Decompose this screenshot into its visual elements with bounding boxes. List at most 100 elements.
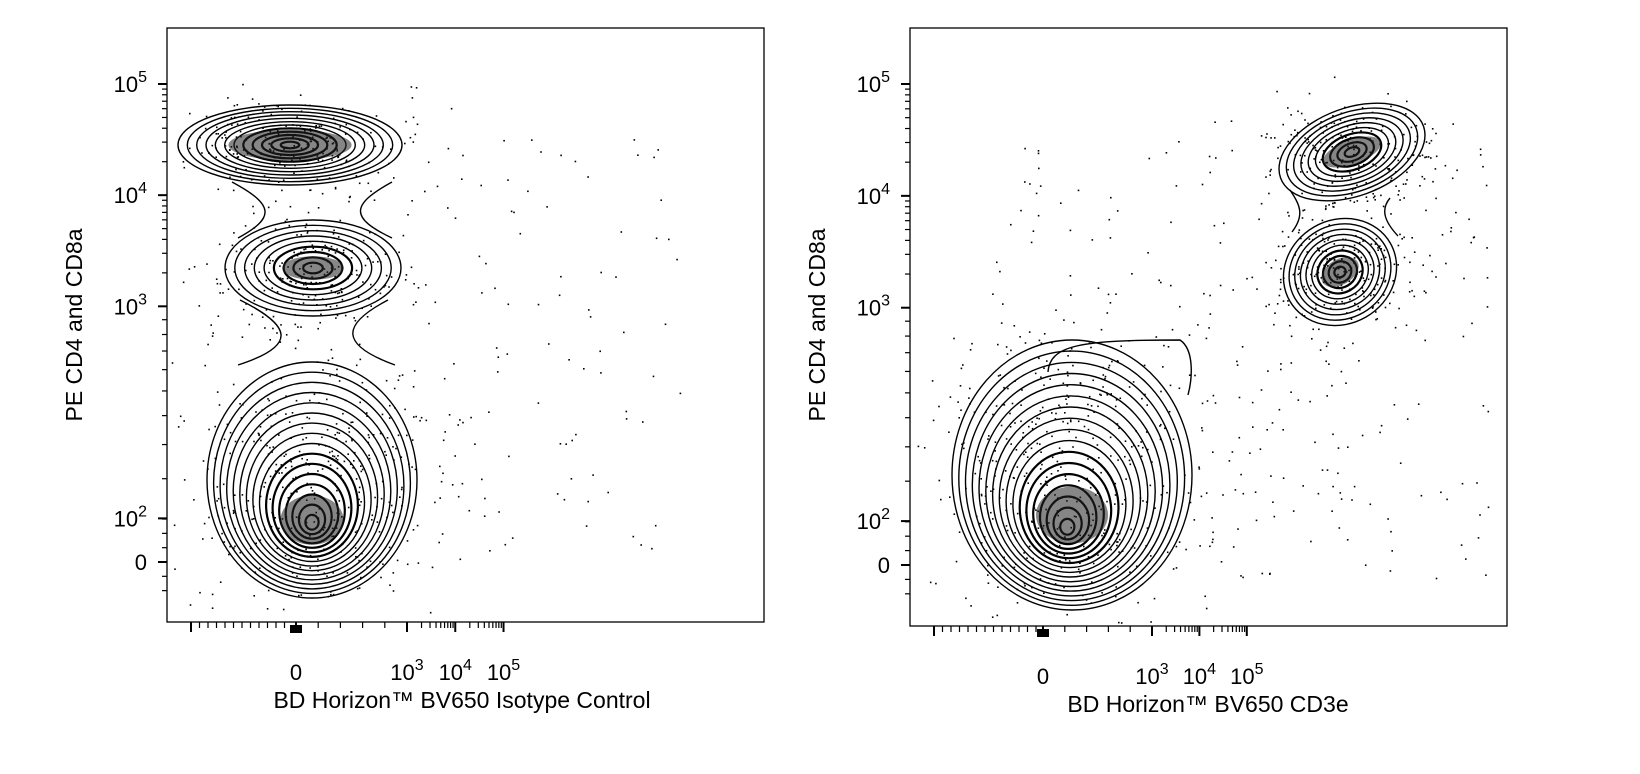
event-dot xyxy=(1479,514,1481,516)
event-dot xyxy=(377,171,380,174)
event-dot xyxy=(354,547,357,549)
event-dot xyxy=(1129,571,1131,573)
event-dot xyxy=(1337,447,1340,449)
event-dot xyxy=(434,501,436,504)
event-dot xyxy=(245,269,247,272)
event-dot xyxy=(258,271,261,273)
event-dot xyxy=(1420,494,1423,497)
event-dot xyxy=(334,434,336,436)
y-tick-label: 104 xyxy=(857,181,890,209)
population-contour-1 xyxy=(1278,102,1426,202)
event-dot xyxy=(1041,406,1044,409)
event-dot xyxy=(1070,347,1073,350)
event-dot xyxy=(1201,427,1203,429)
event-dot xyxy=(1326,258,1328,260)
event-dot xyxy=(316,178,319,181)
event-dot xyxy=(410,86,413,88)
event-dot xyxy=(289,205,292,208)
event-dot xyxy=(1363,279,1366,282)
event-dot xyxy=(295,399,298,402)
event-dot xyxy=(1118,538,1121,541)
event-dot xyxy=(1340,134,1342,137)
event-dot xyxy=(1328,224,1331,226)
event-dot xyxy=(1430,139,1433,142)
event-dot xyxy=(1300,237,1302,240)
event-dot xyxy=(355,555,357,558)
event-dot xyxy=(979,522,981,525)
event-dot xyxy=(231,244,234,247)
event-dot xyxy=(1051,456,1054,459)
event-dot xyxy=(323,572,326,574)
event-dot xyxy=(1124,440,1127,442)
event-dot xyxy=(1377,247,1379,249)
event-dot xyxy=(280,377,283,380)
event-dot xyxy=(503,139,505,142)
event-dot xyxy=(1065,478,1067,481)
event-dot xyxy=(519,232,522,235)
event-dot xyxy=(485,262,487,265)
event-dot xyxy=(321,159,324,162)
event-dot xyxy=(1160,390,1162,393)
event-dot xyxy=(1277,157,1279,160)
event-dot xyxy=(1115,293,1117,295)
event-dot xyxy=(453,363,455,365)
event-dot xyxy=(371,514,374,517)
y-axis-title: PE CD4 and CD8a xyxy=(804,228,830,421)
event-dot xyxy=(356,274,358,276)
event-dot xyxy=(1098,457,1100,459)
density-core xyxy=(1036,486,1108,544)
contour-ring xyxy=(1282,217,1398,327)
event-dot xyxy=(1114,494,1117,496)
event-dot xyxy=(1445,262,1447,265)
event-dot xyxy=(235,250,238,253)
event-dot xyxy=(1274,312,1276,314)
event-dot xyxy=(1355,293,1357,296)
event-dot xyxy=(371,519,373,521)
event-dot xyxy=(986,486,988,488)
event-dot xyxy=(263,175,266,177)
event-dot xyxy=(307,472,309,474)
event-dot xyxy=(348,431,351,433)
event-dot xyxy=(427,161,430,164)
event-dot xyxy=(1043,552,1046,554)
event-dot xyxy=(1110,455,1112,457)
event-dot xyxy=(253,299,256,302)
event-dot xyxy=(657,149,659,151)
contour-ring xyxy=(998,417,1142,578)
event-dot xyxy=(232,512,235,515)
event-dot xyxy=(397,434,400,437)
event-dot xyxy=(507,303,510,306)
event-dot xyxy=(1208,155,1211,158)
event-dot xyxy=(1270,137,1272,139)
event-dot xyxy=(1355,126,1358,128)
event-dot xyxy=(334,275,336,278)
event-dot xyxy=(360,576,362,579)
plot-frame xyxy=(166,27,765,623)
event-dot xyxy=(306,459,308,461)
event-dot xyxy=(1209,545,1211,548)
event-dot xyxy=(1351,194,1353,196)
density-core xyxy=(280,495,344,545)
event-dot xyxy=(291,257,293,259)
event-dot xyxy=(1166,551,1169,554)
event-dot xyxy=(1030,241,1033,244)
event-dot xyxy=(274,164,276,167)
event-dot xyxy=(1395,185,1397,187)
event-dot xyxy=(1361,287,1364,289)
event-dot xyxy=(1093,411,1095,413)
event-dot xyxy=(216,486,219,488)
event-dot xyxy=(202,460,205,462)
event-dot xyxy=(342,251,345,254)
event-dot xyxy=(366,415,368,417)
event-dot xyxy=(288,224,291,227)
event-dot xyxy=(1004,470,1007,472)
event-dot xyxy=(291,412,294,414)
event-dot xyxy=(1061,450,1064,452)
event-dot xyxy=(326,398,328,401)
event-dot xyxy=(338,432,341,434)
contour-ring xyxy=(951,339,1193,611)
event-dot xyxy=(404,142,406,145)
event-dot xyxy=(225,136,227,139)
event-dot xyxy=(1056,552,1058,555)
event-dot xyxy=(410,266,413,269)
